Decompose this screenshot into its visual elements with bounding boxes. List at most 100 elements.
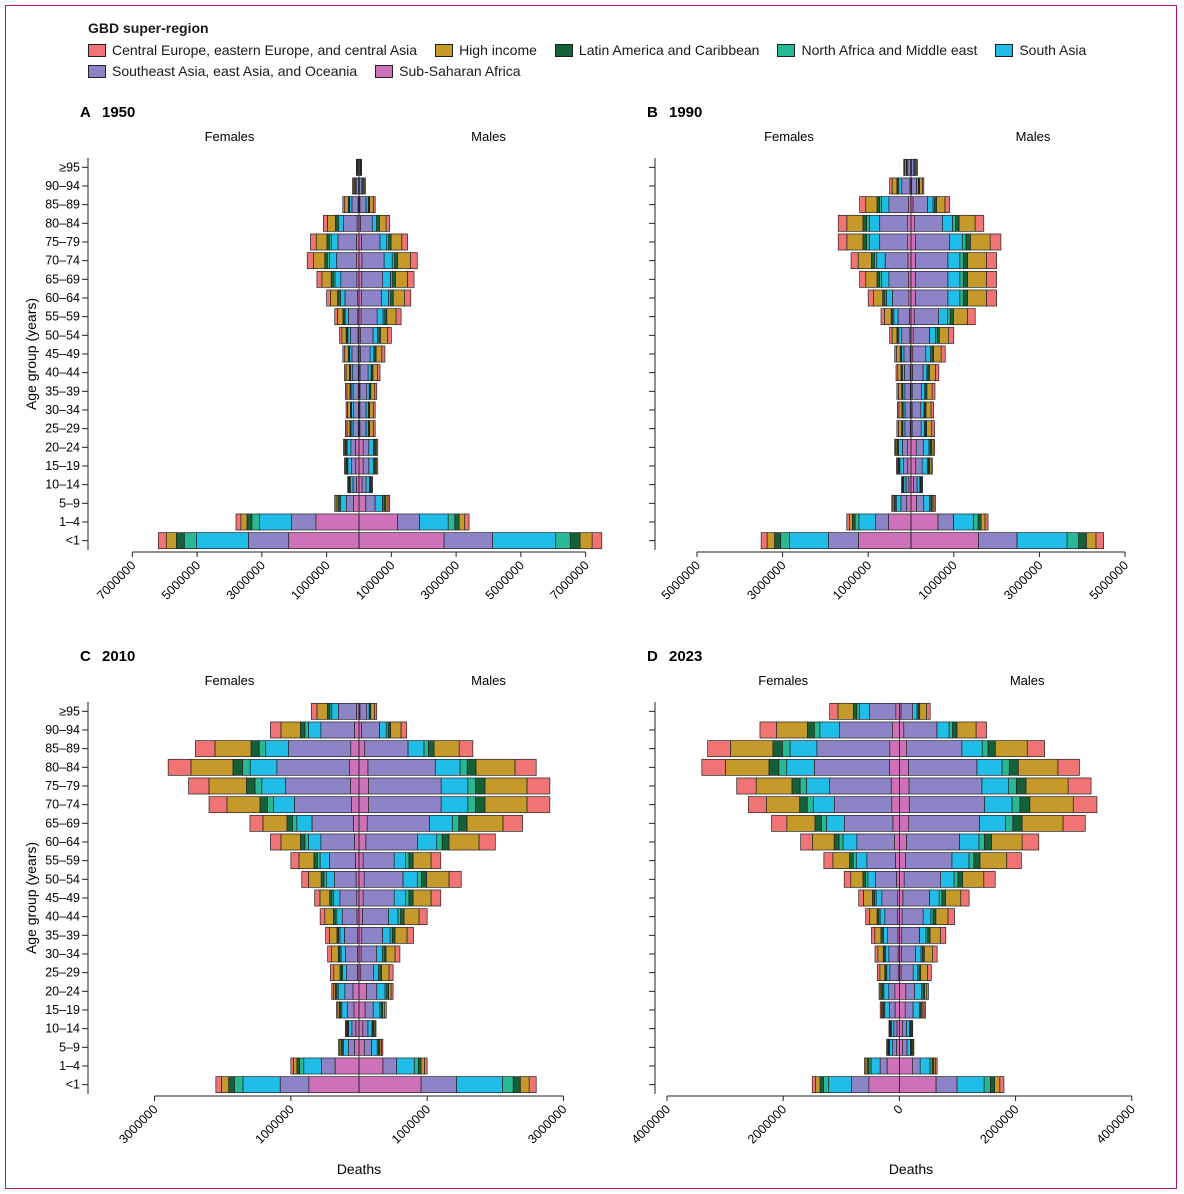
male-bar-segment [358, 758, 369, 776]
male-bar-segment [1072, 796, 1098, 814]
male-bar-segment [408, 889, 414, 907]
female-bar-segment [351, 1020, 357, 1038]
female-bar-segment [897, 364, 902, 382]
female-bar-segment [196, 532, 249, 550]
female-bar-segment [799, 796, 808, 814]
female-bar-segment [286, 814, 293, 832]
female-bar-segment [837, 702, 854, 720]
male-bar-segment [458, 513, 466, 531]
male-bar-segment [388, 233, 392, 251]
legend-item: South Asia [995, 42, 1086, 58]
male-bar-segment [931, 420, 935, 438]
female-bar-segment [811, 1076, 817, 1094]
male-bar-segment [358, 908, 363, 926]
female-bar-segment [270, 721, 282, 739]
female-bar-segment [865, 908, 871, 926]
male-bar-segment [908, 777, 983, 795]
male-bar-segment [910, 270, 916, 288]
male-bar-segment [397, 252, 411, 270]
female-bar-segment [329, 926, 338, 944]
male-bar-segment [967, 270, 987, 288]
female-bar-segment [344, 345, 349, 363]
x-tick-label: 4000000 [629, 1102, 673, 1146]
male-bar-segment [900, 945, 916, 963]
male-bar-segment [929, 889, 940, 907]
female-bar-segment [814, 758, 890, 776]
female-bar-segment [886, 1057, 900, 1075]
female-bar-segment [907, 233, 912, 251]
female-bar-segment [736, 777, 757, 795]
female-bar-segment [879, 214, 908, 232]
female-bar-segment [889, 1001, 896, 1019]
male-bar-segment [376, 308, 384, 326]
female-bar-segment [314, 889, 321, 907]
female-bar-segment [760, 532, 768, 550]
female-bar-segment [344, 926, 358, 944]
male-bar-segment [908, 796, 985, 814]
male-bar-segment [910, 308, 915, 326]
male-bar-segment [407, 740, 425, 758]
male-bar-segment [368, 777, 442, 795]
legend-swatch [554, 43, 573, 57]
legend-swatch [375, 64, 394, 78]
y-tick-label: 30–34 [45, 947, 80, 961]
female-bar-segment [355, 438, 360, 456]
panel-title: 2023 [669, 648, 702, 665]
male-bar-segment [448, 833, 480, 851]
male-bar-segment [910, 513, 939, 531]
male-bar-segment [980, 513, 986, 531]
chart-panel-C: C 2010 Females Males ≥95 90–94 85–89 80–84 75–79… [23, 648, 570, 1177]
female-bar-segment [290, 1057, 294, 1075]
female-bar-segment [325, 926, 330, 944]
y-tick-label: 90–94 [45, 179, 80, 193]
male-bar-segment [502, 814, 523, 832]
female-bar-segment [352, 382, 359, 400]
male-bar-segment [366, 982, 378, 1000]
male-bar-segment [555, 532, 571, 550]
x-tick-label: 7000000 [94, 558, 138, 602]
male-bar-segment [899, 1001, 906, 1019]
male-bar-segment [990, 1076, 995, 1094]
x-tick-label: 3000000 [744, 558, 788, 602]
male-bar-segment [382, 1057, 397, 1075]
x-tick-label: 2000000 [977, 1102, 1021, 1146]
x-tick-label: 5000000 [659, 558, 703, 602]
male-bar-segment [358, 796, 369, 814]
female-bar-segment [776, 721, 808, 739]
female-bar-segment [354, 833, 360, 851]
female-bar-segment [215, 1076, 222, 1094]
female-bar-segment [351, 457, 357, 475]
male-bar-segment [371, 214, 377, 232]
female-bar-segment [907, 457, 912, 475]
male-bar-segment [908, 758, 978, 776]
male-bar-segment [441, 833, 450, 851]
male-bar-segment [916, 476, 921, 494]
male-bar-segment [419, 513, 449, 531]
legend-item: High income [435, 42, 537, 58]
male-bar-segment [456, 1076, 503, 1094]
male-bar-segment [394, 270, 408, 288]
male-bar-segment [363, 1038, 372, 1056]
male-bar-segment [466, 814, 504, 832]
male-bar-segment [388, 964, 394, 982]
female-bar-segment [812, 796, 835, 814]
female-bar-segment [892, 721, 900, 739]
male-bar-segment [392, 270, 396, 288]
x-tick-label: 0 [891, 1102, 906, 1117]
female-bar-segment [232, 758, 243, 776]
male-bar-segment [360, 945, 377, 963]
female-bar-segment [354, 721, 360, 739]
female-bar-segment [343, 214, 358, 232]
male-bar-segment [1029, 796, 1074, 814]
chart-panel-D: D 2023 Females Males 4000000 2000000 0 2000000 4… [629, 648, 1138, 1177]
panel-letter: A [80, 104, 91, 121]
female-bar-segment [898, 438, 903, 456]
female-bar-segment [208, 796, 228, 814]
y-tick-label: 65–69 [45, 272, 80, 286]
male-bar-segment [368, 796, 442, 814]
legend-swatch [88, 64, 106, 78]
female-bar-segment [846, 513, 850, 531]
female-bar-segment [249, 814, 264, 832]
female-bar-segment [725, 758, 770, 776]
x-tick-label: 7000000 [547, 558, 591, 602]
